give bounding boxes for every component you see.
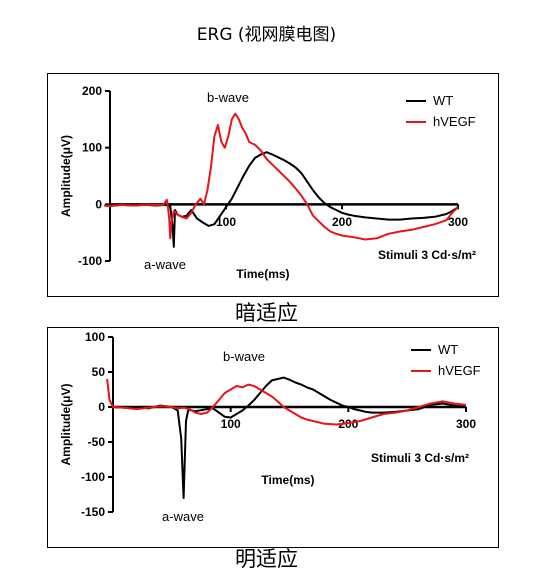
y-tick-label: 50 <box>92 365 106 379</box>
x-axis-label: Time(ms) <box>236 267 289 281</box>
x-tick-label: 300 <box>456 417 476 431</box>
y-tick-label: 200 <box>82 84 102 98</box>
series-line-wt <box>112 376 467 499</box>
y-axis-label: Amplitude(μV) <box>59 383 73 465</box>
chart-svg-dark-adapted: 200 100 0 -100 Amplitude(μV) 100 200 300 WT hVEGF… <box>59 84 476 281</box>
x-tick-label: 200 <box>332 215 352 229</box>
y-tick-label: 0 <box>95 197 102 211</box>
page-title: ERG (视网膜电图) <box>196 25 337 45</box>
legend-label-hvegf: hVEGF <box>438 363 481 378</box>
x-tick-label: 100 <box>216 215 236 229</box>
series-line-hvegf <box>106 378 467 426</box>
x-tick-label: 100 <box>221 417 241 431</box>
y-tick-label: -100 <box>81 470 105 484</box>
y-tick-label: 100 <box>82 141 102 155</box>
legend-label-wt: WT <box>433 93 453 108</box>
caption-light-adapted: 明适应 <box>235 547 298 571</box>
y-tick-label: -50 <box>88 435 106 449</box>
y-axis-label: Amplitude(μV) <box>59 135 73 217</box>
b-wave-label: b-wave <box>207 90 249 105</box>
series-line-hvegf <box>104 112 459 241</box>
x-axis-label: Time(ms) <box>261 473 314 487</box>
chart-panel-light-adapted: 100 50 0 -50 -100 -150 Amplitude(μV) 100 200 300 W… <box>47 327 499 548</box>
chart-panel-dark-adapted: 200 100 0 -100 Amplitude(μV) 100 200 300 WT hVEGF… <box>47 73 499 297</box>
a-wave-label: a-wave <box>144 257 186 272</box>
caption-dark-adapted: 暗适应 <box>235 301 298 325</box>
y-tick-label: -150 <box>81 505 105 519</box>
legend-label-wt: WT <box>438 342 458 357</box>
b-wave-label: b-wave <box>223 349 265 364</box>
y-tick-label: 100 <box>85 330 105 344</box>
x-tick-label: 300 <box>448 215 468 229</box>
series-line-wt <box>104 151 459 248</box>
y-tick-label: -100 <box>78 254 102 268</box>
stimulus-label: Stimuli 3 Cd·s/m² <box>371 451 469 465</box>
legend-label-hvegf: hVEGF <box>433 114 476 129</box>
a-wave-label: a-wave <box>162 509 204 524</box>
y-tick-label: 0 <box>98 400 105 414</box>
stimulus-label: Stimuli 3 Cd·s/m² <box>378 248 476 262</box>
